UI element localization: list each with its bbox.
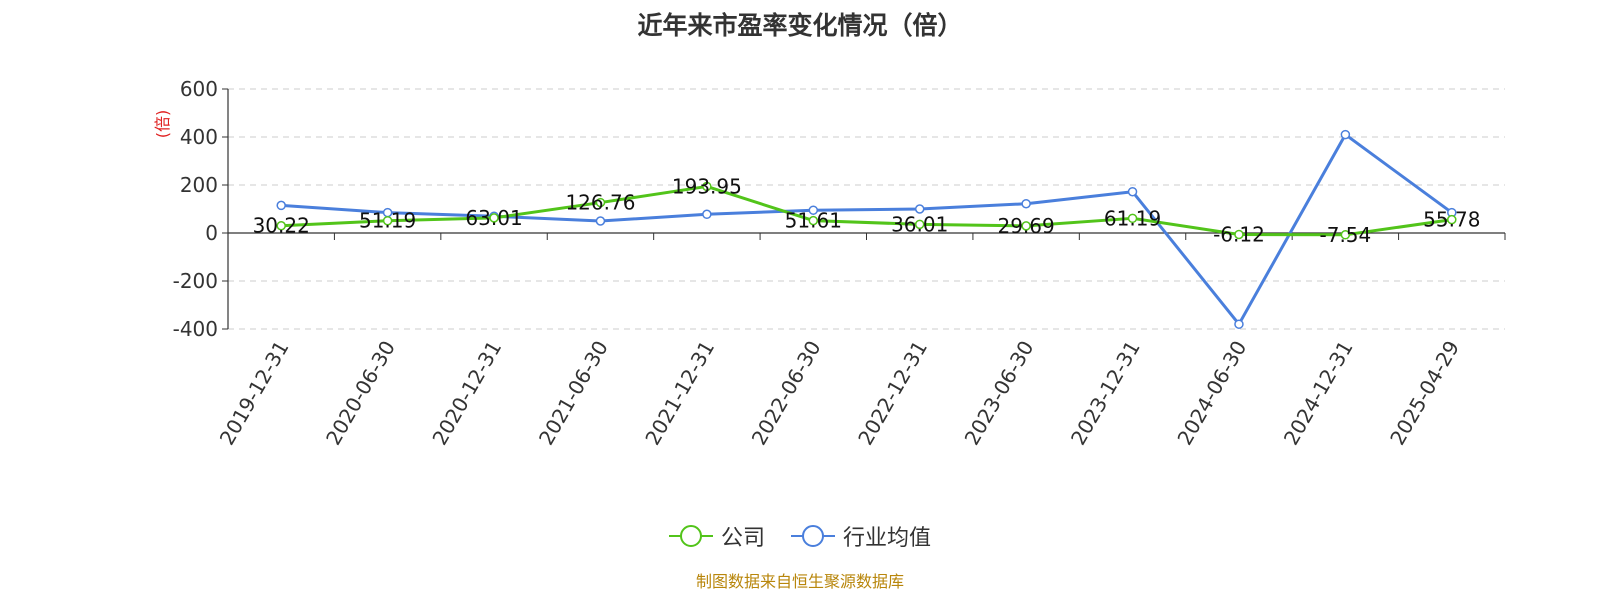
data-point-company xyxy=(382,215,393,226)
x-tick-label: 2023-06-30 xyxy=(960,337,1039,450)
data-point-company xyxy=(489,213,499,223)
legend-label: 公司 xyxy=(720,526,765,551)
data-label: 55.78 xyxy=(1423,208,1480,232)
x-tick-label: 2022-06-30 xyxy=(747,337,826,450)
x-tick-label: 2021-12-31 xyxy=(640,337,719,450)
source-note: 制图数据来自恒生聚源数据库 xyxy=(695,572,904,591)
data-label: 36.01 xyxy=(891,212,948,236)
legend: 公司 行业均值 xyxy=(0,520,1600,552)
data-point-company xyxy=(595,197,606,208)
series-line-company xyxy=(281,184,1453,237)
y-tick-label: 400 xyxy=(180,125,218,149)
data-label: 61.19 xyxy=(1104,206,1161,230)
chart-title: 近年来市盈率变化情况（倍） xyxy=(637,11,963,40)
data-point-industry xyxy=(1021,198,1031,209)
data-point-company xyxy=(1127,213,1138,224)
x-tick-label: 2025-04-29 xyxy=(1385,337,1464,450)
x-tick-label: 2024-12-31 xyxy=(1279,337,1358,450)
data-label: 29.69 xyxy=(997,214,1054,238)
data-point-company xyxy=(1340,230,1351,240)
data-point-company xyxy=(808,215,819,226)
x-tick-label: 2020-12-31 xyxy=(427,336,506,449)
data-point-industry xyxy=(808,205,819,215)
x-tick-label: 2019-12-31 xyxy=(215,337,294,450)
data-point-industry xyxy=(914,204,925,214)
y-unit-label: (倍) xyxy=(153,110,172,139)
data-point-company xyxy=(1447,214,1457,225)
data-point-company xyxy=(702,181,712,192)
grid-lines xyxy=(228,88,1505,330)
y-tick-label: 0 xyxy=(205,221,218,245)
data-label: -6.12 xyxy=(1213,222,1265,246)
data-point-industry xyxy=(595,216,606,226)
y-tick-label: 600 xyxy=(180,77,218,101)
legend-label: 行业均值 xyxy=(843,526,932,551)
y-tick-label: 200 xyxy=(180,173,218,197)
legend-item-company[interactable]: 公司 xyxy=(668,520,765,552)
data-labels: 30.22 51.19 63.01 126.76 193.95 51.61 36.01 29.… xyxy=(253,174,1481,246)
data-point-company xyxy=(1234,229,1244,240)
series-layer xyxy=(276,129,1457,329)
x-tick-label: 2024-06-30 xyxy=(1172,337,1251,450)
data-label: 63.01 xyxy=(465,206,522,230)
data-label: 193.95 xyxy=(672,174,742,198)
data-point-company xyxy=(276,220,286,231)
data-label: 126.76 xyxy=(565,191,635,215)
series-line-industry xyxy=(281,133,1453,326)
data-point-company xyxy=(1021,221,1031,231)
x-tick-label: 2022-12-31 xyxy=(853,336,932,449)
x-tick-label: 2020-06-30 xyxy=(321,337,400,450)
legend-item-industry[interactable]: 行业均值 xyxy=(791,520,931,552)
data-label: 51.61 xyxy=(785,209,842,233)
legend-line-circle-icon xyxy=(791,525,835,547)
data-point-company xyxy=(914,219,925,230)
data-point-industry xyxy=(1127,186,1138,197)
legend-line-circle-icon xyxy=(668,525,713,547)
data-point-industry xyxy=(1234,319,1244,329)
data-label: -7.54 xyxy=(1320,223,1372,247)
data-point-industry xyxy=(276,200,286,211)
data-point-industry xyxy=(1340,129,1351,140)
y-tick-label: -400 xyxy=(173,317,218,341)
y-tick-label: -200 xyxy=(173,269,218,293)
x-tick-label: 2021-06-30 xyxy=(534,337,613,450)
data-label: 30.22 xyxy=(253,214,310,238)
data-point-industry xyxy=(702,209,712,220)
axes: -400 -200 0 200 400 600 (倍) 2019-12-31 2020-06-3… xyxy=(153,77,1506,450)
data-label: 51.19 xyxy=(359,209,416,233)
x-tick-label: 2023-12-31 xyxy=(1066,337,1145,450)
